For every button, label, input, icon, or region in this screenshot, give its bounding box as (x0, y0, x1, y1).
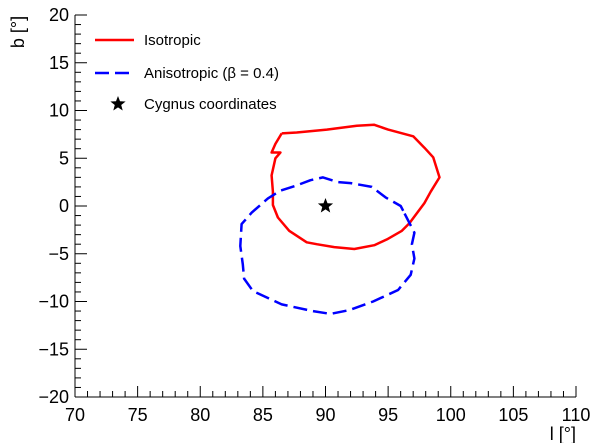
legend-label: Anisotropic (β = 0.4) (144, 65, 279, 82)
y-tick-label: −10 (38, 292, 69, 312)
legend: Isotropic Anisotropic (β = 0.4) Cygnus coo… (95, 32, 279, 113)
x-tick-label: 100 (436, 405, 466, 425)
legend-cygnus: Cygnus coordinates (110, 96, 277, 113)
y-tick-label: 15 (49, 53, 69, 73)
legend-isotropic: Isotropic (95, 32, 201, 49)
axes: 70 75 80 85 90 95 100 105 110 −20 −15 −10 −5 0 5 10 15 20 (38, 5, 590, 425)
y-tick-label: 10 (49, 101, 69, 121)
legend-label: Isotropic (144, 32, 201, 49)
anisotropic-contour (239, 176, 416, 316)
plot-series (239, 123, 441, 316)
legend-anisotropic: Anisotropic (β = 0.4) (95, 65, 279, 82)
x-tick-label: 105 (498, 405, 528, 425)
x-tick-label: 80 (190, 405, 210, 425)
y-tick-label: 20 (49, 5, 69, 25)
x-tick-label: 110 (562, 405, 591, 425)
x-tick-label: 90 (315, 405, 335, 425)
cygnus-star-marker (317, 198, 334, 213)
y-axis-label: b [°] (8, 16, 28, 48)
y-tick-label: 0 (59, 196, 69, 216)
y-tick-label: 5 (59, 148, 69, 168)
x-tick-label: 85 (253, 405, 273, 425)
y-tick-label: −20 (38, 387, 69, 407)
x-axis-label: l [°] (550, 424, 576, 443)
x-tick-label: 75 (128, 405, 148, 425)
legend-label: Cygnus coordinates (144, 96, 277, 113)
isotropic-contour (270, 123, 441, 251)
y-tick-label: −5 (48, 244, 69, 264)
x-tick-label: 70 (65, 405, 85, 425)
y-tick-label: −15 (38, 339, 69, 359)
legend-star-icon (110, 96, 126, 111)
x-tick-label: 95 (378, 405, 398, 425)
